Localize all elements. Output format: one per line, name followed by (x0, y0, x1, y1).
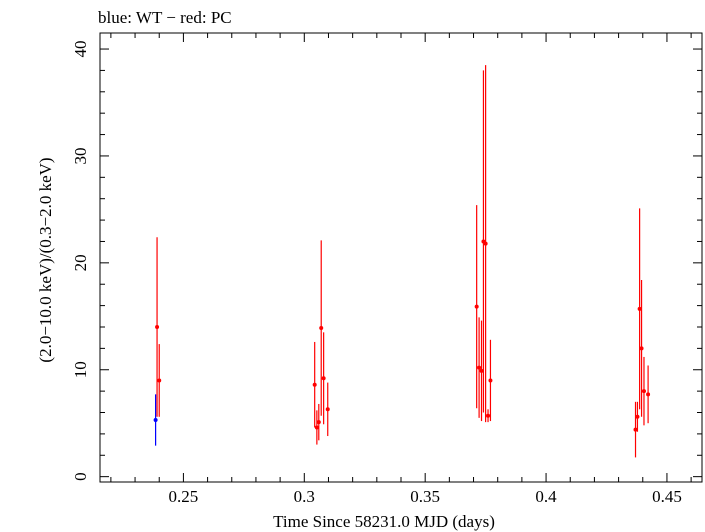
data-point (316, 420, 321, 425)
data-point (319, 326, 324, 331)
data-point (646, 392, 651, 397)
data-point (477, 365, 482, 370)
x-tick-label: 0.25 (169, 487, 199, 506)
y-tick-label: 30 (71, 147, 90, 164)
data-point (637, 306, 642, 311)
tick-labels: 0.25 0.3 0.35 0.4 0.45 0 10 20 30 40 (71, 41, 682, 506)
series-group (155, 65, 651, 458)
plot-frame (99, 32, 703, 483)
y-tick-label: 20 (71, 254, 90, 271)
y-tick-label: 10 (71, 361, 90, 378)
data-point (639, 346, 644, 351)
data-point (479, 368, 484, 373)
data-series (153, 65, 651, 458)
x-tick-label: 0.4 (535, 487, 557, 506)
data-point (157, 378, 162, 383)
data-point (486, 413, 491, 418)
data-point (314, 425, 319, 430)
data-point (153, 417, 158, 422)
x-axis-title: Time Since 58231.0 MJD (days) (273, 512, 495, 531)
y-axis-title: (2.0−10.0 keV)/(0.3−2.0 keV) (36, 157, 55, 362)
data-point (312, 382, 317, 387)
series-group (153, 394, 158, 446)
x-tick-label: 0.45 (652, 487, 682, 506)
chart-title: blue: WT − red: PC (98, 8, 232, 27)
data-point (483, 241, 488, 246)
x-tick-label: 0.3 (294, 487, 315, 506)
data-point (325, 407, 330, 412)
data-point (155, 324, 160, 329)
data-point (633, 427, 638, 432)
x-tick-label: 0.35 (410, 487, 440, 506)
data-point (474, 304, 479, 309)
axis-ticks (100, 33, 702, 482)
data-point (641, 389, 646, 394)
data-point (488, 378, 493, 383)
data-point (321, 376, 326, 381)
data-point (635, 414, 640, 419)
y-tick-label: 0 (71, 472, 90, 481)
y-tick-label: 40 (71, 41, 90, 58)
